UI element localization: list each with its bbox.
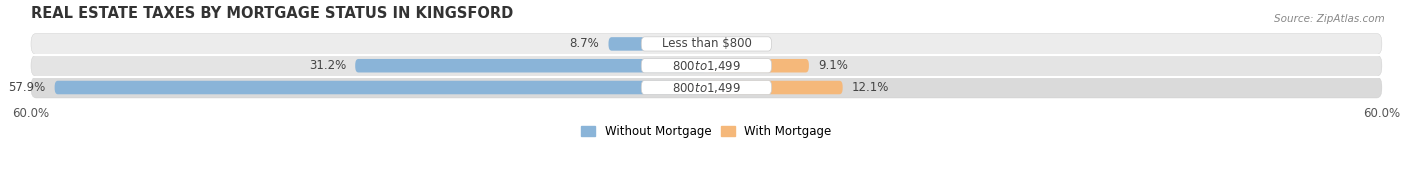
Text: 12.1%: 12.1% (852, 81, 889, 94)
FancyBboxPatch shape (609, 37, 706, 51)
Text: 57.9%: 57.9% (8, 81, 45, 94)
Text: 9.1%: 9.1% (818, 59, 848, 72)
FancyBboxPatch shape (55, 81, 706, 94)
FancyBboxPatch shape (31, 77, 1382, 98)
Text: $800 to $1,499: $800 to $1,499 (672, 59, 741, 73)
FancyBboxPatch shape (356, 59, 706, 73)
Text: Source: ZipAtlas.com: Source: ZipAtlas.com (1274, 14, 1385, 24)
FancyBboxPatch shape (31, 55, 1382, 76)
Text: 31.2%: 31.2% (309, 59, 346, 72)
Text: 8.7%: 8.7% (569, 37, 599, 50)
FancyBboxPatch shape (706, 59, 808, 73)
Text: 0.0%: 0.0% (716, 37, 745, 50)
FancyBboxPatch shape (31, 34, 1382, 54)
Text: Less than $800: Less than $800 (661, 37, 751, 50)
FancyBboxPatch shape (641, 80, 772, 95)
FancyBboxPatch shape (706, 81, 842, 94)
FancyBboxPatch shape (641, 37, 772, 51)
FancyBboxPatch shape (641, 59, 772, 73)
Text: REAL ESTATE TAXES BY MORTGAGE STATUS IN KINGSFORD: REAL ESTATE TAXES BY MORTGAGE STATUS IN … (31, 5, 513, 21)
Text: $800 to $1,499: $800 to $1,499 (672, 81, 741, 94)
Legend: Without Mortgage, With Mortgage: Without Mortgage, With Mortgage (576, 120, 837, 143)
